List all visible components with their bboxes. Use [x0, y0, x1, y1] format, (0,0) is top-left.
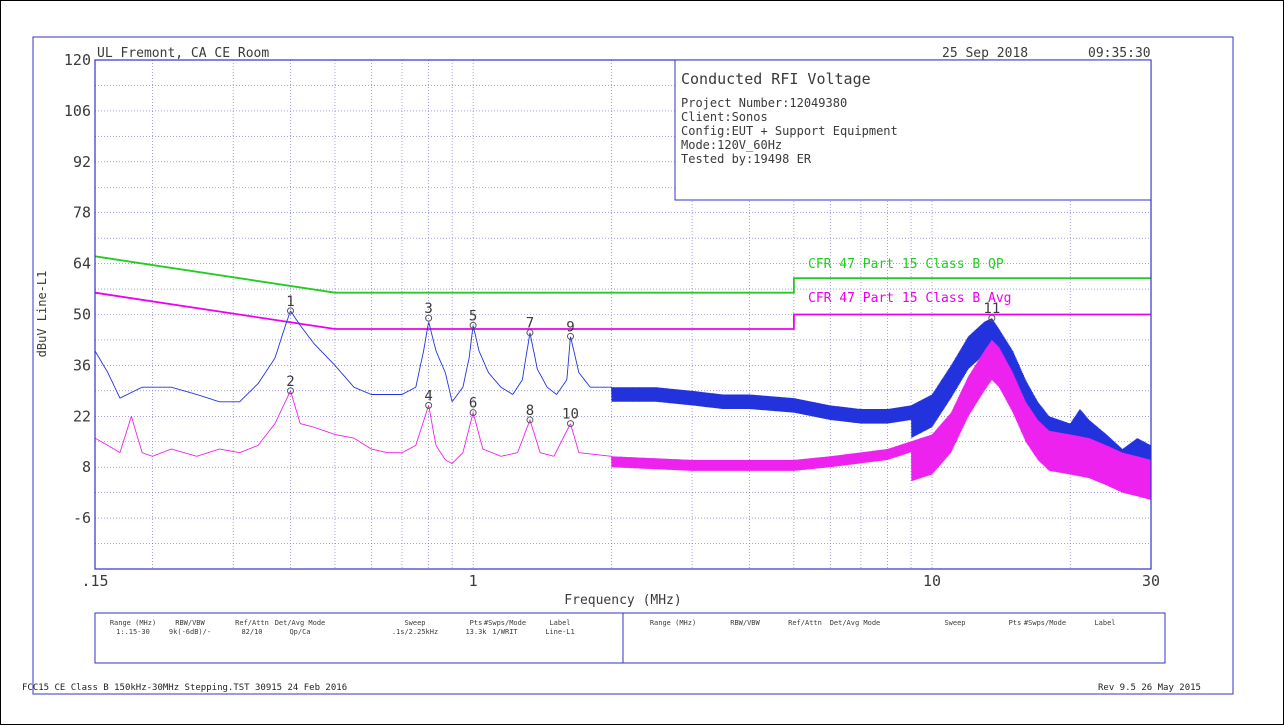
settings-header: Pts	[1009, 619, 1022, 627]
marker-point	[566, 420, 574, 428]
y-tick-label: -6	[73, 509, 91, 527]
marker-point	[425, 401, 433, 409]
settings-header: #Swps/Mode	[1024, 619, 1066, 627]
y-tick-label: 22	[73, 407, 91, 425]
settings-header: Sweep	[404, 619, 425, 627]
marker-label: 4	[424, 388, 432, 404]
settings-value: 13.3k	[465, 628, 487, 636]
qp-limit-label: CFR 47 Part 15 Class B QP	[808, 257, 1004, 272]
y-axis-label: dBuV Line-L1	[35, 271, 49, 358]
y-tick-label: 64	[73, 255, 91, 273]
plot-area	[94, 59, 1152, 570]
traces	[94, 310, 1152, 500]
settings-header: #Swps/Mode	[484, 619, 526, 627]
marker-label: 2	[286, 374, 294, 390]
x-axis-label: Frequency (MHz)	[564, 593, 681, 608]
marker-point	[286, 387, 294, 395]
settings-value: 1/WRIT	[492, 628, 518, 636]
settings-header: Sweep	[944, 619, 965, 627]
marker-label: 11	[983, 301, 1000, 317]
marker-point	[988, 314, 996, 322]
marker-label: 8	[526, 403, 534, 419]
marker-label: 1	[286, 294, 294, 310]
info-box	[674, 59, 1152, 201]
time-label: 09:35:30	[1088, 46, 1151, 61]
y-tick-label: 8	[82, 458, 91, 476]
info-line: Config:EUT + Support Equipment	[681, 124, 898, 138]
settings-header: Det/Avg Mode	[830, 619, 881, 627]
x-tick-label: .15	[81, 572, 108, 590]
date-label: 25 Sep 2018	[942, 46, 1028, 61]
x-tick-label: 1	[469, 572, 478, 590]
x-tick-labels: .15 1 10 30	[81, 572, 1160, 590]
site-label: UL Fremont, CA CE Room	[97, 46, 269, 61]
marker-point	[526, 329, 534, 337]
settings-value: 82/10	[241, 628, 262, 636]
chart-outer-border	[32, 36, 1234, 695]
y-tick-label: 36	[73, 356, 91, 374]
marker-point	[469, 321, 477, 329]
marker-point	[469, 409, 477, 417]
marker-label: 5	[469, 308, 477, 324]
settings-header: Label	[549, 619, 570, 627]
settings-table	[94, 612, 1166, 664]
settings-header: Label	[1094, 619, 1115, 627]
marker-label: 3	[424, 301, 432, 317]
info-title: Conducted RFI Voltage	[681, 70, 871, 88]
settings-header: RBW/VBW	[175, 619, 205, 627]
y-tick-label: 50	[73, 306, 91, 324]
settings-header: Ref/Attn	[235, 619, 269, 627]
avg-limit-line	[94, 291, 1151, 330]
marker-point	[566, 332, 574, 340]
info-line: Mode:120V_60Hz	[681, 138, 782, 152]
settings-header: Pts	[470, 619, 483, 627]
markers: 1 2 3 4 5 6 7 8 9 10 11	[286, 294, 1000, 428]
settings-value: 9k(-6dB)/-	[169, 628, 211, 636]
settings-header: Range (MHz)	[110, 619, 156, 627]
settings-header: Ref/Attn	[788, 619, 822, 627]
y-tick-label: 106	[64, 102, 91, 120]
x-tick-label: 30	[1142, 572, 1160, 590]
settings-cells: Range (MHz) RBW/VBW Ref/Attn Det/Avg Mode Sw…	[110, 619, 1116, 636]
settings-value: Line-L1	[545, 628, 575, 636]
settings-header: RBW/VBW	[730, 619, 760, 627]
peak-trace	[94, 310, 1152, 482]
marker-label: 9	[566, 319, 574, 335]
y-tick-label: 120	[64, 51, 91, 69]
settings-value: Qp/Ca	[289, 628, 310, 636]
settings-header: Range (MHz)	[650, 619, 696, 627]
marker-point	[526, 416, 534, 424]
footer-left: FCC15 CE Class B 150kHz-30MHz Stepping.T…	[22, 683, 348, 693]
avg-limit-label: CFR 47 Part 15 Class B Avg	[808, 291, 1012, 306]
marker-point	[425, 314, 433, 322]
marker-point	[286, 307, 294, 315]
info-line: Tested by:19498 ER	[681, 152, 812, 166]
marker-label: 7	[526, 316, 534, 332]
settings-value: .1s/2.25kHz	[392, 628, 438, 636]
limit-lines	[94, 255, 1151, 330]
footer-right: Rev 9.5 26 May 2015	[1098, 683, 1201, 693]
y-tick-label: 92	[73, 153, 91, 171]
info-line: Project Number:12049380	[681, 96, 847, 110]
x-tick-label: 10	[923, 572, 941, 590]
settings-value: 1:.15-30	[116, 628, 150, 636]
marker-label: 10	[562, 407, 579, 423]
marker-label: 6	[469, 396, 477, 412]
y-tick-labels: 120 106 92 78 64 50 36 22 8 -6	[64, 51, 91, 527]
y-tick-label: 78	[73, 204, 91, 222]
average-trace	[94, 339, 1152, 500]
info-line: Client:Sonos	[681, 110, 768, 124]
qp-limit-line	[94, 255, 1151, 294]
settings-header: Det/Avg Mode	[275, 619, 326, 627]
